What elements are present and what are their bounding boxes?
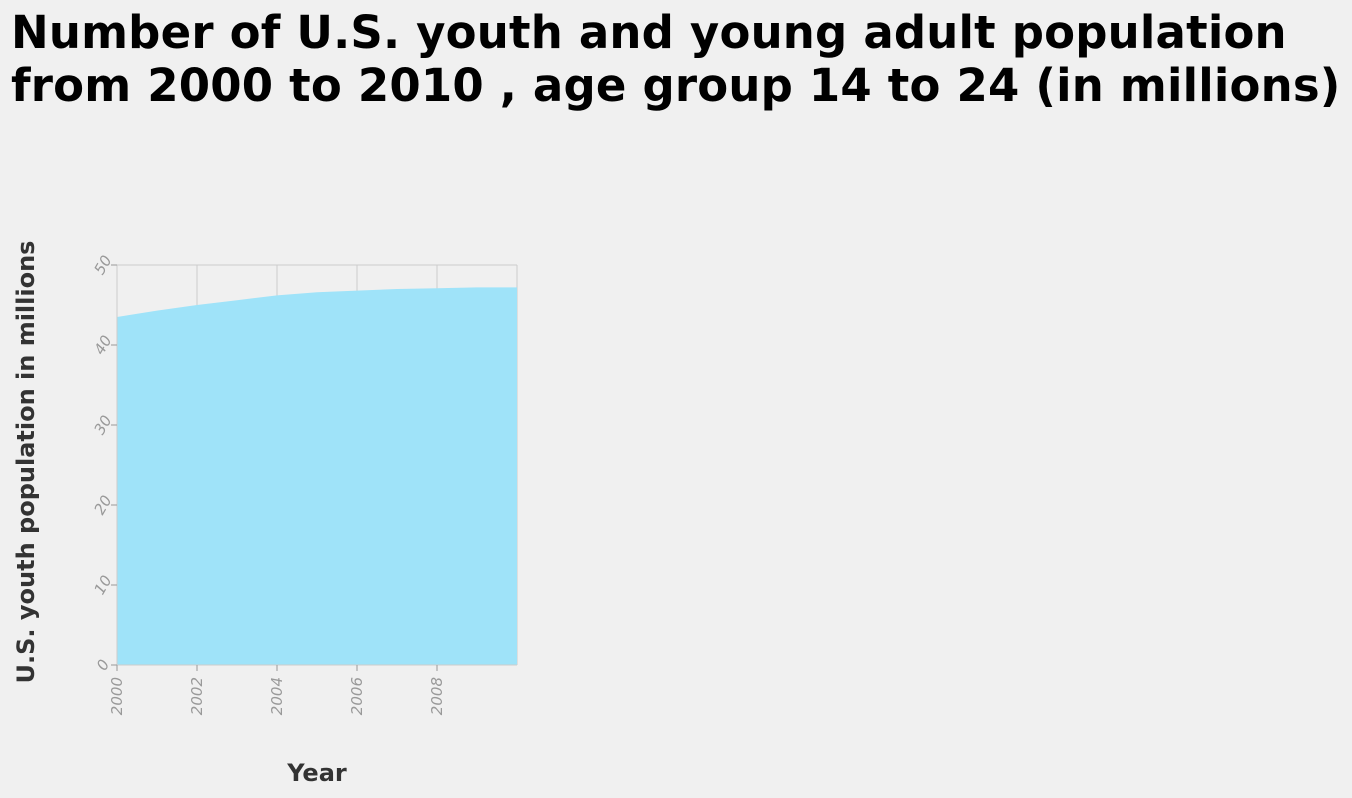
x-tick-label: 2002 — [188, 677, 206, 715]
y-tick-label: 0 — [93, 656, 113, 673]
x-tick-label: 2004 — [268, 677, 286, 715]
y-tick-labels: 0 10 20 30 40 50 — [90, 252, 115, 673]
x-tick-label: 2008 — [428, 677, 446, 715]
y-tick-label: 30 — [90, 412, 115, 438]
y-axis-label: U.S. youth population in millions — [12, 241, 40, 684]
x-tick-label: 2000 — [108, 677, 126, 715]
y-tick-label: 50 — [90, 252, 115, 278]
x-tick-labels: 2000 2002 2004 2006 2008 — [108, 677, 446, 715]
y-tick-label: 10 — [90, 572, 115, 598]
x-tick-label: 2006 — [348, 677, 366, 715]
axes — [111, 264, 517, 671]
chart-title: Number of U.S. youth and young adult pop… — [11, 6, 1341, 112]
series-area — [117, 287, 517, 665]
y-tick-label: 40 — [90, 332, 115, 358]
y-tick-label: 20 — [90, 492, 115, 518]
x-axis-label: Year — [286, 759, 347, 787]
